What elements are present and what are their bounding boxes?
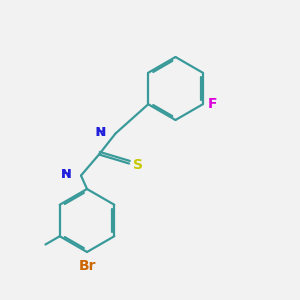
Text: N: N (91, 125, 106, 139)
Text: H: H (95, 125, 106, 139)
Text: Br: Br (78, 259, 96, 273)
Text: N: N (57, 167, 71, 181)
Text: S: S (133, 158, 142, 172)
Text: F: F (208, 97, 218, 111)
Text: H: H (61, 167, 71, 181)
